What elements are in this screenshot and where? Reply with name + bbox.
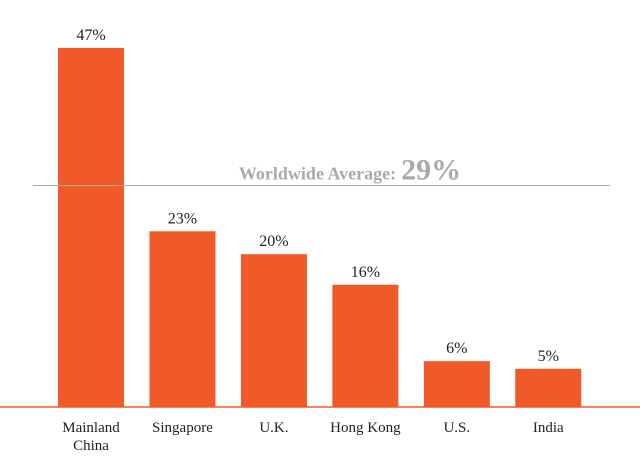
- value-label: 5%: [538, 348, 559, 365]
- bar: [332, 284, 399, 407]
- bar: [149, 231, 216, 407]
- x-tick-label: U.S.: [443, 420, 471, 436]
- bar: [240, 254, 307, 407]
- x-tick-label: Mainland China: [62, 420, 120, 454]
- value-label: 6%: [446, 340, 467, 357]
- value-label: 47%: [76, 27, 105, 44]
- bar: [515, 368, 582, 407]
- average-value-label: 29%: [401, 153, 461, 186]
- value-label: 16%: [351, 264, 380, 281]
- value-label: 23%: [168, 210, 197, 227]
- average-annotation: Worldwide Average: 29%: [239, 153, 461, 186]
- bar: [58, 47, 125, 408]
- x-tick-label: Singapore: [152, 420, 213, 436]
- value-label: 20%: [259, 233, 288, 250]
- x-tick-label: India: [532, 420, 564, 436]
- average-label: Worldwide Average:: [239, 163, 396, 183]
- x-tick-label: Hong Kong: [330, 420, 401, 436]
- bar: [423, 361, 490, 407]
- x-tick-label: U.K.: [259, 420, 289, 436]
